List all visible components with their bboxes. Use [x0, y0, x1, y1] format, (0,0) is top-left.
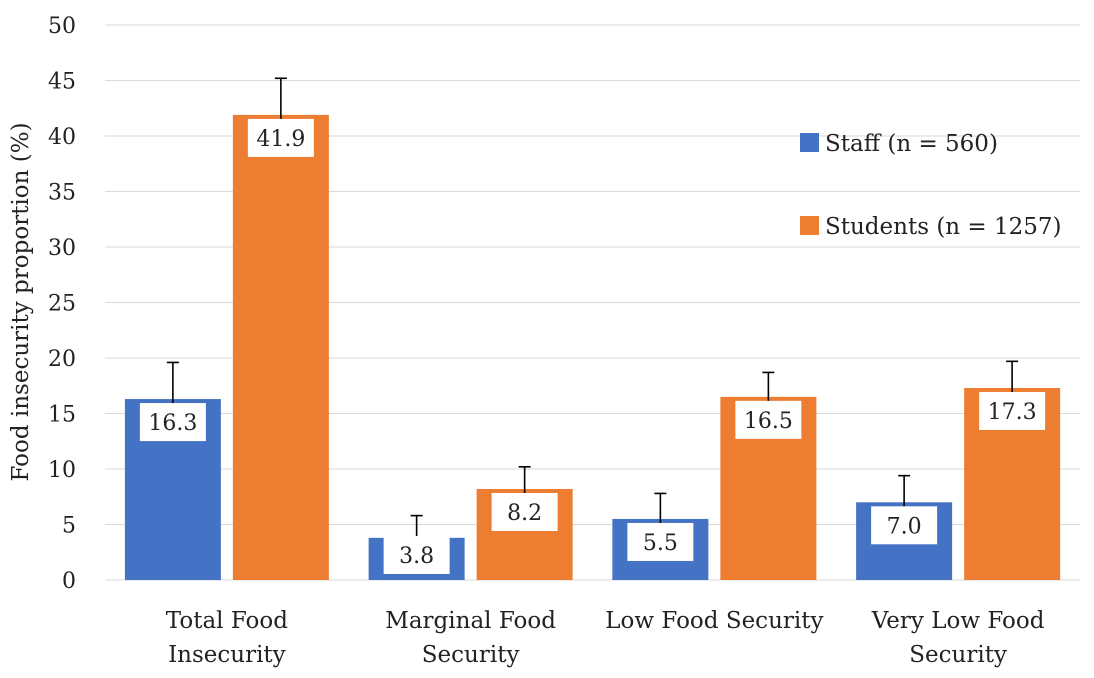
bar — [232, 114, 329, 580]
data-label: 8.2 — [507, 501, 542, 526]
y-tick-label: 0 — [62, 569, 76, 594]
data-label: 7.0 — [887, 514, 922, 539]
data-label-box — [383, 536, 450, 574]
y-axis-ticks: 0 5 10 15 20 25 30 35 40 45 50 — [48, 14, 76, 594]
y-tick-label: 50 — [48, 14, 76, 39]
data-label-box — [979, 391, 1046, 430]
data-label: 16.3 — [148, 411, 197, 436]
y-tick-label: 40 — [48, 125, 76, 150]
y-tick-label: 25 — [48, 292, 76, 317]
data-label-box — [139, 403, 206, 442]
legend-label: Staff (n = 560) — [825, 131, 998, 157]
data-label: 3.8 — [399, 544, 434, 569]
data-label: 16.5 — [744, 409, 793, 434]
data-label: 5.5 — [643, 531, 678, 556]
data-label-box — [735, 400, 802, 439]
data-labels: 16.3 41.9 3.8 8.2 5.5 16.5 7.0 17.3 — [139, 118, 1046, 574]
data-label: 41.9 — [256, 127, 305, 152]
data-label-box — [491, 492, 558, 531]
data-label-box — [871, 506, 938, 545]
data-label-box — [247, 118, 314, 157]
x-axis-categories: Total Food Insecurity Marginal Food Securit… — [166, 608, 1045, 668]
x-category-label: Security — [422, 642, 520, 668]
x-category-label: Low Food Security — [605, 608, 823, 634]
legend-swatch — [800, 133, 819, 152]
y-tick-label: 10 — [48, 458, 76, 483]
y-axis-title: Food insecurity proportion (%) — [8, 122, 34, 481]
y-tick-label: 15 — [48, 403, 76, 428]
x-category-label: Very Low Food — [871, 608, 1045, 634]
x-category-label: Insecurity — [168, 642, 286, 668]
legend-swatch — [800, 216, 819, 235]
data-label-box — [627, 522, 694, 561]
y-tick-label: 5 — [62, 514, 76, 539]
data-label: 17.3 — [988, 400, 1037, 425]
y-tick-label: 35 — [48, 181, 76, 206]
x-category-label: Marginal Food — [385, 608, 556, 634]
legend-label: Students (n = 1257) — [825, 214, 1062, 240]
y-tick-label: 45 — [48, 70, 76, 95]
x-category-label: Security — [909, 642, 1007, 668]
x-category-label: Total Food — [166, 608, 288, 634]
y-tick-label: 20 — [48, 347, 76, 372]
legend: Staff (n = 560) Students (n = 1257) — [800, 131, 1062, 240]
y-tick-label: 30 — [48, 236, 76, 261]
